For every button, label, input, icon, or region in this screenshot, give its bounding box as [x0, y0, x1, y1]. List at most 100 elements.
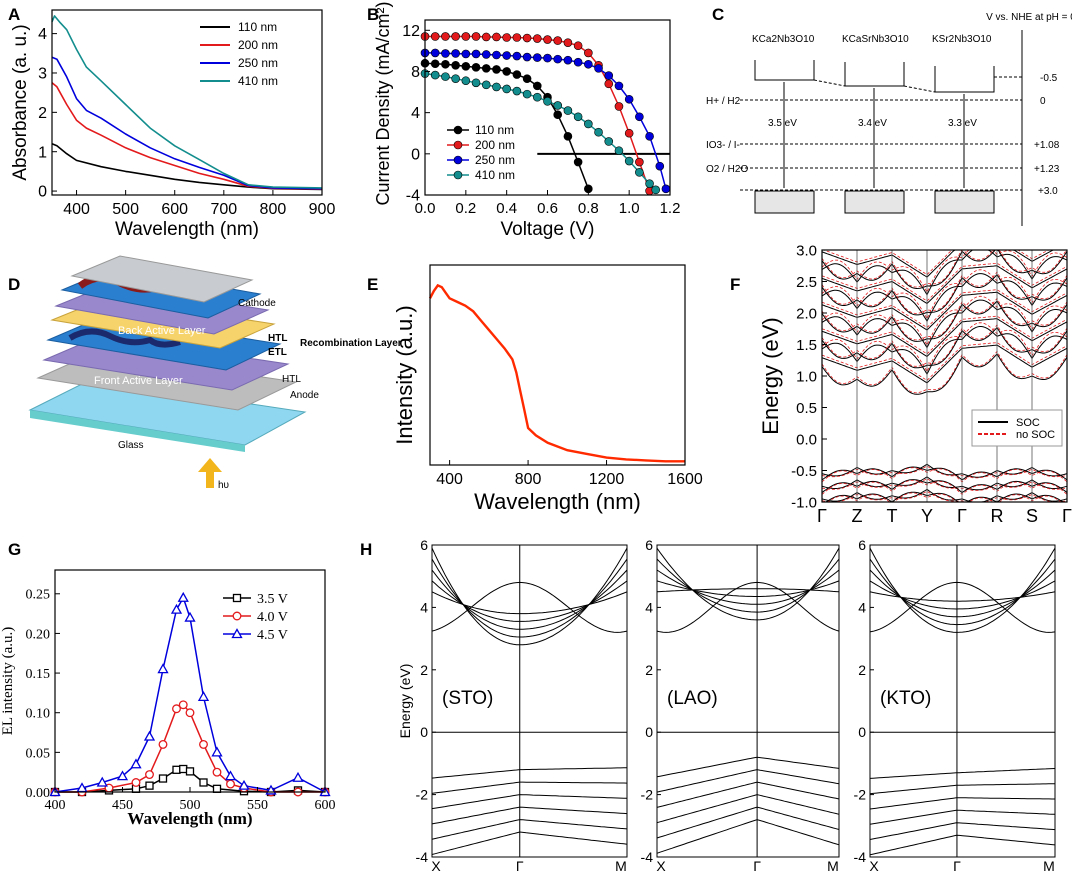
el-data-point [172, 704, 181, 714]
f-legend-label: SOC [1016, 417, 1040, 429]
f-y-tick-label: -1.0 [791, 494, 817, 511]
el-series-line [54, 595, 326, 793]
jv-data-point [624, 128, 634, 138]
jv-data-point [553, 110, 563, 120]
pl-x-axis-label: Wavelength (nm) [474, 489, 641, 514]
scale-value-1: -0.5 [1040, 73, 1058, 84]
column-label-2: KCaSrNb3O10 [842, 34, 909, 45]
tandem-cell-stack-diagram: Cathode Back Active Layer HTL ETL Recomb… [28, 255, 402, 491]
el-data-point [212, 784, 222, 793]
el-data-point [185, 708, 195, 718]
valence-band-2 [844, 190, 905, 214]
nosoc-conduction-band [821, 315, 1068, 355]
jv-data-point [604, 79, 614, 89]
el-data-point [197, 691, 210, 702]
jv-data-point [451, 49, 460, 58]
jv-data-point [655, 161, 665, 171]
nosoc-valence-band [822, 492, 1067, 503]
soc-valence-band [821, 466, 1068, 481]
panel-label-c: C [712, 5, 724, 24]
h-y-tick-label: -2 [416, 787, 429, 803]
scale-value-2: 0 [1040, 96, 1046, 107]
el-data-point [224, 770, 237, 781]
h-kpoint-label: Γ [753, 858, 761, 874]
el-data-point [96, 776, 108, 787]
jv-x-tick-label: 0.4 [496, 200, 517, 217]
el-legend-label: 4.0 V [257, 610, 288, 625]
h-y-tick-label: 6 [858, 537, 866, 553]
soc-conduction-band [821, 273, 1068, 316]
label-glass: Glass [118, 440, 144, 451]
h-y-tick-label: -2 [854, 787, 867, 803]
jv-data-point [532, 34, 542, 43]
el-data-point [238, 779, 250, 790]
h-y-tick-label: -2 [641, 787, 654, 803]
jv-data-point [512, 51, 522, 61]
jv-data-point [635, 112, 644, 122]
jv-data-point [502, 84, 511, 94]
jv-data-point [624, 94, 634, 104]
h-band-line [869, 581, 1056, 633]
jv-data-point [522, 89, 532, 99]
nosoc-valence-band [821, 467, 1068, 483]
nosoc-conduction-band [821, 350, 1068, 394]
f-kpoint-label: Γ [1062, 506, 1072, 526]
el-data-point [185, 767, 195, 776]
jv-data-point [624, 156, 634, 166]
cb-connector-2 [903, 85, 936, 93]
h-y-tick-label: 2 [645, 662, 653, 678]
el-data-point [199, 778, 208, 787]
jv-data-point [512, 70, 522, 79]
jv-data-point [481, 80, 491, 90]
label-anode: Anode [290, 390, 319, 401]
soc-conduction-band [821, 326, 1068, 369]
el-data-point [226, 779, 235, 789]
h-kpoint-label: M [1043, 858, 1055, 874]
pl-y-axis-label: Intensity (a.u.) [392, 305, 417, 444]
absorbance-chart: 400 500 600 700 800 900 0 1 2 3 4 Wavelength (nm) Ab… [10, 9, 335, 240]
f-y-axis-label: Energy (eV) [758, 317, 783, 434]
soc-conduction-band [821, 249, 1068, 296]
el-data-point [116, 770, 129, 781]
absorbance-series-line [51, 143, 323, 191]
el-legend-marker [232, 593, 242, 603]
absorbance-x-tick-label: 500 [112, 201, 139, 218]
h-y-tick-label: -4 [854, 849, 867, 865]
f-legend-label: no SOC [1016, 429, 1055, 441]
soc-valence-band [821, 463, 1068, 478]
soc-conduction-band [821, 344, 1068, 384]
jv-data-point [481, 64, 491, 73]
jv-data-point [471, 63, 481, 72]
el-y-tick-label: 0.25 [26, 588, 51, 603]
jv-data-point [430, 59, 440, 69]
el-y-tick-label: 0.15 [26, 667, 51, 682]
band-alignment-diagram: V vs. NHE at pH = 0 KCa2Nb3O10 KCaSrNb3O… [706, 12, 1072, 226]
h-y-tick-label: 0 [645, 724, 653, 740]
h-y-tick-label: -4 [416, 849, 429, 865]
jv-legend-label: 110 nm [475, 123, 514, 137]
el-data-point [143, 730, 156, 741]
jv-data-point [594, 64, 603, 73]
nosoc-conduction-band [821, 342, 1068, 381]
h-subplot-label: (KTO) [880, 688, 931, 709]
pl-x-tick-label: 1600 [667, 471, 703, 488]
el-legend-label: 3.5 V [257, 592, 288, 607]
nosoc-valence-band [821, 478, 1068, 491]
jv-legend-marker [453, 170, 463, 180]
jv-data-point [471, 49, 481, 59]
absorbance-y-tick-label: 3 [38, 66, 47, 83]
f-kpoint-label: S [1026, 506, 1038, 526]
absorbance-plot-frame [51, 9, 323, 196]
el-data-point [184, 611, 196, 622]
jv-data-point [441, 49, 450, 58]
jv-data-point [573, 41, 583, 51]
jv-data-point [584, 119, 593, 129]
soc-conduction-band [821, 326, 1068, 376]
f-kpoint-label: Z [852, 506, 863, 526]
absorbance-x-tick-label: 600 [161, 201, 188, 218]
jv-data-point [492, 32, 501, 42]
el-x-tick-label: 400 [45, 798, 66, 813]
label-htl-back: HTL [268, 333, 287, 344]
